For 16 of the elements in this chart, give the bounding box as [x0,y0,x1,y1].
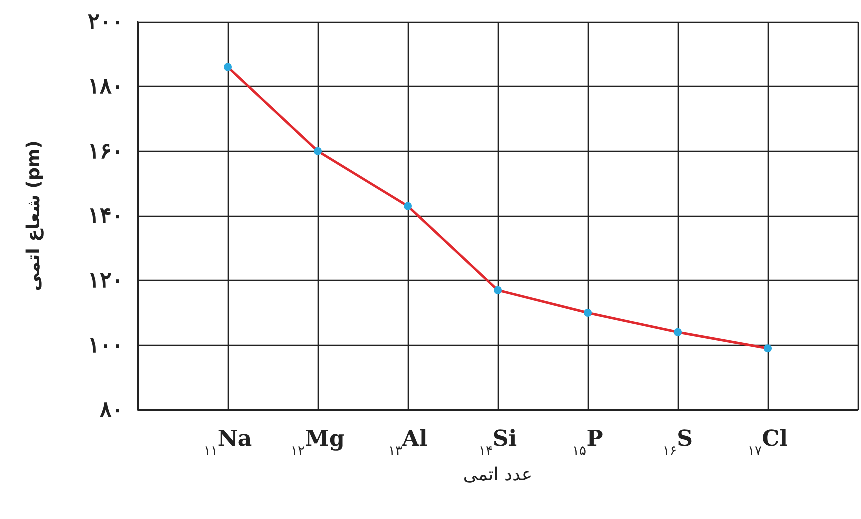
point [314,147,322,156]
point [584,309,592,317]
y-tick-label: ۱۲۰ [88,268,124,294]
y-tick-label: ۱۶۰ [88,138,124,164]
y-tick-label: ۱۰۰ [88,332,124,358]
y-tick-label: ۲۰۰ [88,9,124,35]
point [494,286,502,294]
point [224,63,232,72]
point [764,344,772,353]
point [404,202,412,210]
y-tick-label: ۱۸۰ [88,74,124,100]
x-axis-title: عدد اتمی [463,464,533,486]
y-tick-label: ۱۴۰ [88,203,124,229]
y-tick-label: ۸۰ [99,397,124,423]
y-axis-title: شعاع اتمی (pm) [24,140,44,292]
point [674,328,682,336]
